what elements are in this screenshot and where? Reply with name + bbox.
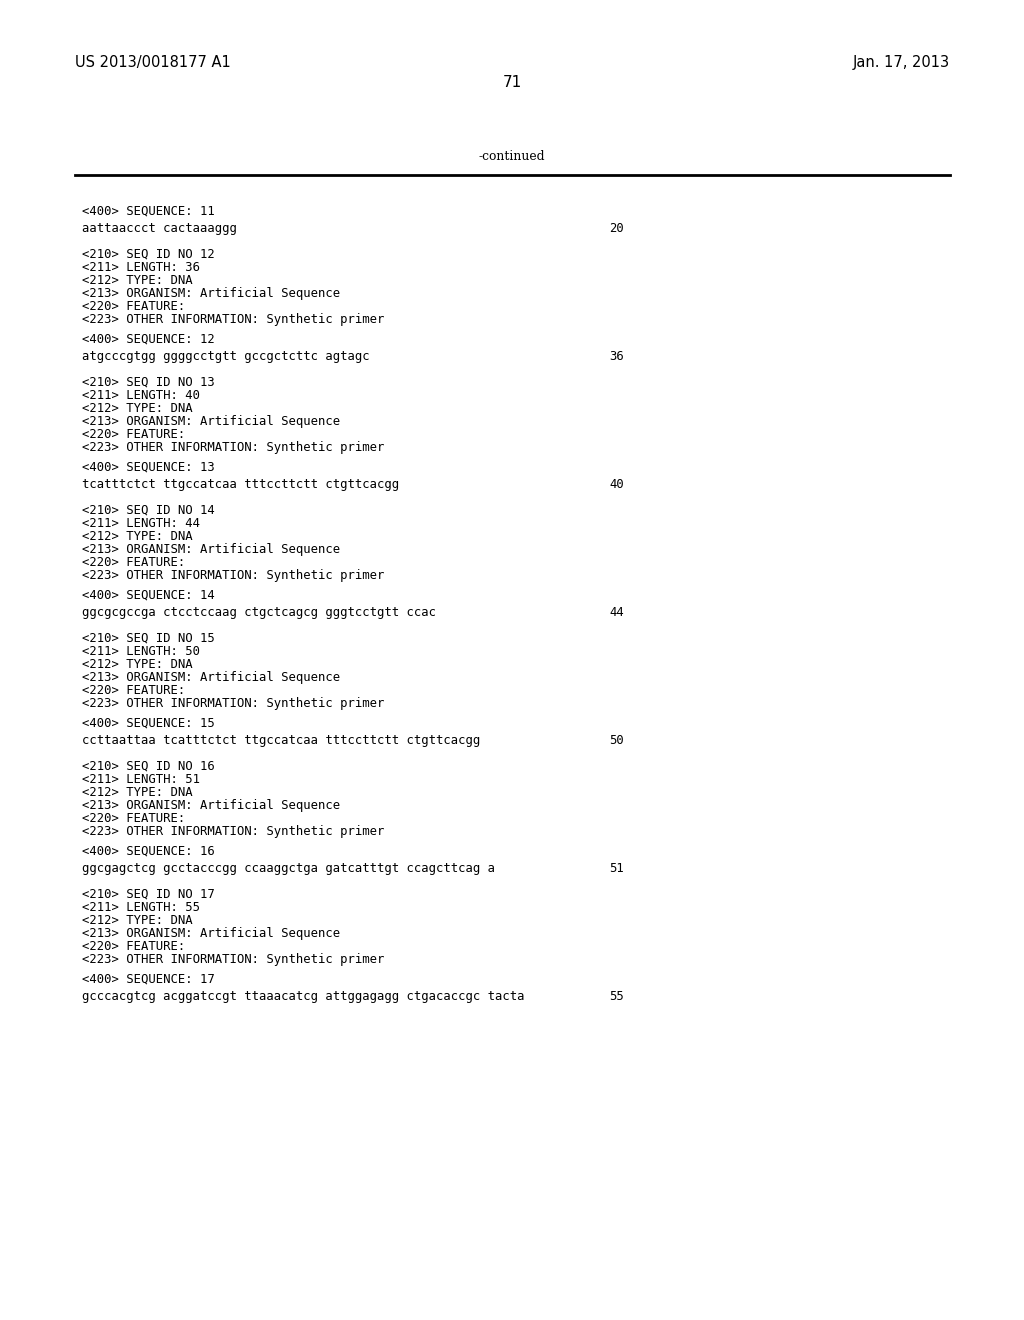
Text: <213> ORGANISM: Artificial Sequence: <213> ORGANISM: Artificial Sequence bbox=[82, 799, 340, 812]
Text: <211> LENGTH: 55: <211> LENGTH: 55 bbox=[82, 902, 200, 913]
Text: <210> SEQ ID NO 12: <210> SEQ ID NO 12 bbox=[82, 248, 215, 261]
Text: <211> LENGTH: 40: <211> LENGTH: 40 bbox=[82, 389, 200, 403]
Text: 36: 36 bbox=[609, 350, 624, 363]
Text: <210> SEQ ID NO 14: <210> SEQ ID NO 14 bbox=[82, 504, 215, 517]
Text: <220> FEATURE:: <220> FEATURE: bbox=[82, 940, 185, 953]
Text: <220> FEATURE:: <220> FEATURE: bbox=[82, 556, 185, 569]
Text: <210> SEQ ID NO 13: <210> SEQ ID NO 13 bbox=[82, 376, 215, 389]
Text: <213> ORGANISM: Artificial Sequence: <213> ORGANISM: Artificial Sequence bbox=[82, 414, 340, 428]
Text: <220> FEATURE:: <220> FEATURE: bbox=[82, 300, 185, 313]
Text: tcatttctct ttgccatcaa tttccttctt ctgttcacgg: tcatttctct ttgccatcaa tttccttctt ctgttca… bbox=[82, 478, 399, 491]
Text: <211> LENGTH: 50: <211> LENGTH: 50 bbox=[82, 645, 200, 657]
Text: gcccacgtcg acggatccgt ttaaacatcg attggagagg ctgacaccgc tacta: gcccacgtcg acggatccgt ttaaacatcg attggag… bbox=[82, 990, 524, 1003]
Text: ggcgagctcg gcctacccgg ccaaggctga gatcatttgt ccagcttcag a: ggcgagctcg gcctacccgg ccaaggctga gatcatt… bbox=[82, 862, 495, 875]
Text: 40: 40 bbox=[609, 478, 624, 491]
Text: <220> FEATURE:: <220> FEATURE: bbox=[82, 428, 185, 441]
Text: <223> OTHER INFORMATION: Synthetic primer: <223> OTHER INFORMATION: Synthetic prime… bbox=[82, 441, 384, 454]
Text: <223> OTHER INFORMATION: Synthetic primer: <223> OTHER INFORMATION: Synthetic prime… bbox=[82, 825, 384, 838]
Text: <211> LENGTH: 51: <211> LENGTH: 51 bbox=[82, 774, 200, 785]
Text: ggcgcgccga ctcctccaag ctgctcagcg gggtcctgtt ccac: ggcgcgccga ctcctccaag ctgctcagcg gggtcct… bbox=[82, 606, 436, 619]
Text: <210> SEQ ID NO 15: <210> SEQ ID NO 15 bbox=[82, 632, 215, 645]
Text: <223> OTHER INFORMATION: Synthetic primer: <223> OTHER INFORMATION: Synthetic prime… bbox=[82, 313, 384, 326]
Text: <210> SEQ ID NO 16: <210> SEQ ID NO 16 bbox=[82, 760, 215, 774]
Text: <400> SEQUENCE: 12: <400> SEQUENCE: 12 bbox=[82, 333, 215, 346]
Text: <212> TYPE: DNA: <212> TYPE: DNA bbox=[82, 913, 193, 927]
Text: <400> SEQUENCE: 17: <400> SEQUENCE: 17 bbox=[82, 973, 215, 986]
Text: <223> OTHER INFORMATION: Synthetic primer: <223> OTHER INFORMATION: Synthetic prime… bbox=[82, 697, 384, 710]
Text: <213> ORGANISM: Artificial Sequence: <213> ORGANISM: Artificial Sequence bbox=[82, 286, 340, 300]
Text: <220> FEATURE:: <220> FEATURE: bbox=[82, 684, 185, 697]
Text: atgcccgtgg ggggcctgtt gccgctcttc agtagc: atgcccgtgg ggggcctgtt gccgctcttc agtagc bbox=[82, 350, 370, 363]
Text: Jan. 17, 2013: Jan. 17, 2013 bbox=[853, 55, 950, 70]
Text: <400> SEQUENCE: 13: <400> SEQUENCE: 13 bbox=[82, 461, 215, 474]
Text: <212> TYPE: DNA: <212> TYPE: DNA bbox=[82, 531, 193, 543]
Text: <220> FEATURE:: <220> FEATURE: bbox=[82, 812, 185, 825]
Text: 20: 20 bbox=[609, 222, 624, 235]
Text: <212> TYPE: DNA: <212> TYPE: DNA bbox=[82, 275, 193, 286]
Text: <223> OTHER INFORMATION: Synthetic primer: <223> OTHER INFORMATION: Synthetic prime… bbox=[82, 953, 384, 966]
Text: <213> ORGANISM: Artificial Sequence: <213> ORGANISM: Artificial Sequence bbox=[82, 543, 340, 556]
Text: 51: 51 bbox=[609, 862, 624, 875]
Text: US 2013/0018177 A1: US 2013/0018177 A1 bbox=[75, 55, 230, 70]
Text: <211> LENGTH: 44: <211> LENGTH: 44 bbox=[82, 517, 200, 531]
Text: 55: 55 bbox=[609, 990, 624, 1003]
Text: <210> SEQ ID NO 17: <210> SEQ ID NO 17 bbox=[82, 888, 215, 902]
Text: 44: 44 bbox=[609, 606, 624, 619]
Text: <400> SEQUENCE: 14: <400> SEQUENCE: 14 bbox=[82, 589, 215, 602]
Text: 71: 71 bbox=[503, 75, 521, 90]
Text: <223> OTHER INFORMATION: Synthetic primer: <223> OTHER INFORMATION: Synthetic prime… bbox=[82, 569, 384, 582]
Text: 50: 50 bbox=[609, 734, 624, 747]
Text: <400> SEQUENCE: 15: <400> SEQUENCE: 15 bbox=[82, 717, 215, 730]
Text: -continued: -continued bbox=[479, 150, 545, 162]
Text: <212> TYPE: DNA: <212> TYPE: DNA bbox=[82, 657, 193, 671]
Text: <212> TYPE: DNA: <212> TYPE: DNA bbox=[82, 403, 193, 414]
Text: ccttaattaa tcatttctct ttgccatcaa tttccttctt ctgttcacgg: ccttaattaa tcatttctct ttgccatcaa tttcctt… bbox=[82, 734, 480, 747]
Text: <212> TYPE: DNA: <212> TYPE: DNA bbox=[82, 785, 193, 799]
Text: <400> SEQUENCE: 11: <400> SEQUENCE: 11 bbox=[82, 205, 215, 218]
Text: <400> SEQUENCE: 16: <400> SEQUENCE: 16 bbox=[82, 845, 215, 858]
Text: <213> ORGANISM: Artificial Sequence: <213> ORGANISM: Artificial Sequence bbox=[82, 671, 340, 684]
Text: aattaaccct cactaaaggg: aattaaccct cactaaaggg bbox=[82, 222, 237, 235]
Text: <211> LENGTH: 36: <211> LENGTH: 36 bbox=[82, 261, 200, 275]
Text: <213> ORGANISM: Artificial Sequence: <213> ORGANISM: Artificial Sequence bbox=[82, 927, 340, 940]
